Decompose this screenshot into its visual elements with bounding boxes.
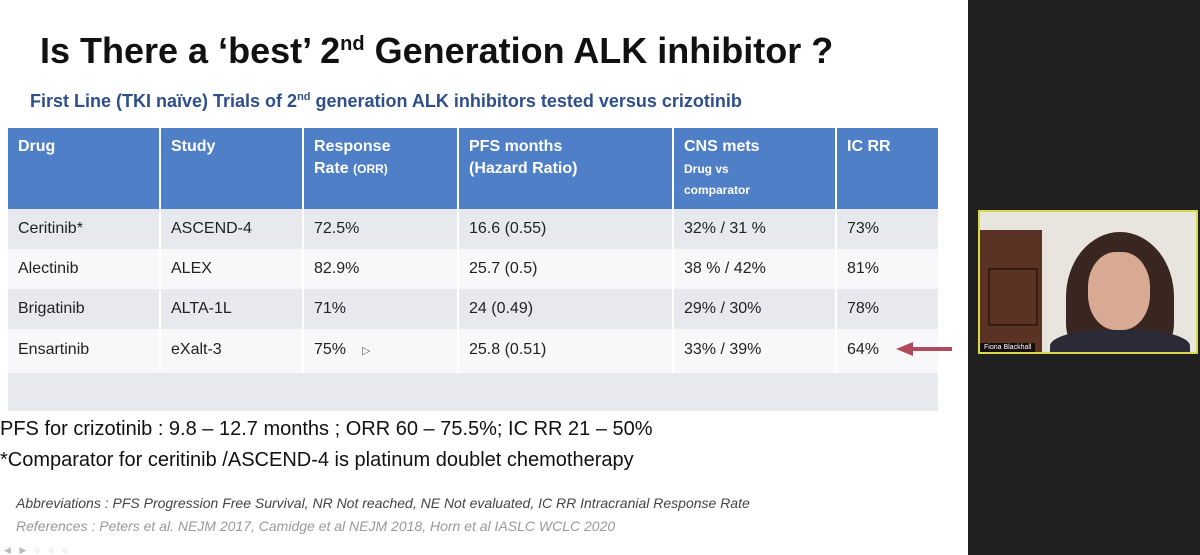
cell-study: eXalt-3 xyxy=(160,328,304,377)
cell-study: ALTA-1L xyxy=(160,288,304,329)
background-door xyxy=(980,230,1042,352)
table-row: Brigatinib ALTA-1L 71% 24 (0.49) 29% / 3… xyxy=(8,288,938,329)
comparator-note: *Comparator for ceritinib /ASCEND-4 is p… xyxy=(0,449,634,471)
slide-subtitle-text-rest: generation ALK inhibitors tested versus … xyxy=(310,91,742,111)
cell-icrr: 64% xyxy=(836,328,938,377)
header-drug: Drug xyxy=(8,128,161,209)
abbreviations-note: Abbreviations : PFS Progression Free Sur… xyxy=(16,495,750,511)
cell-pfs: 25.8 (0.51) xyxy=(458,328,674,377)
trials-table: Drug Study Response Rate (ORR) PFS months… xyxy=(8,128,938,377)
door-panel xyxy=(988,268,1038,326)
header-cns: CNS mets Drug vs comparator xyxy=(673,128,837,209)
cell-orr: 75% xyxy=(303,328,459,377)
cell-orr: 82.9% xyxy=(303,248,459,289)
cell-icrr: 78% xyxy=(836,288,938,329)
cell-cns: 33% / 39% xyxy=(673,328,837,377)
slide-subtitle-text: First Line (TKI naïve) Trials of 2 xyxy=(30,91,298,111)
header-drug-vs-label: Drug vs xyxy=(684,161,729,176)
cell-icrr: 73% xyxy=(836,208,938,249)
slide-subtitle: First Line (TKI naïve) Trials of 2nd gen… xyxy=(30,91,930,112)
cell-pfs: 24 (0.49) xyxy=(458,288,674,329)
header-response-label: Response xyxy=(314,138,391,155)
references-note: References : Peters et al. NEJM 2017, Ca… xyxy=(16,518,616,534)
slide-subtitle-superscript: nd xyxy=(297,91,311,103)
participant-name-label: Fiona Blackhall xyxy=(980,343,1036,352)
cell-drug: Alectinib xyxy=(8,248,161,289)
mouse-cursor-icon: ▷ xyxy=(362,345,371,357)
header-study: Study xyxy=(160,128,304,209)
header-hr-label: (Hazard Ratio) xyxy=(469,159,578,177)
slide-title: Is There a ‘best’ 2nd Generation ALK inh… xyxy=(40,30,940,72)
cell-cns: 38 % / 42% xyxy=(673,248,837,289)
header-rate-label: Rate xyxy=(314,159,349,177)
header-comparator-label: comparator xyxy=(684,183,751,198)
table-row: Ensartinib eXalt-3 75% 25.8 (0.51) 33% /… xyxy=(8,328,938,377)
header-response-rate: Response Rate (ORR) xyxy=(303,128,459,209)
cell-cns: 32% / 31 % xyxy=(673,208,837,249)
header-icrr: IC RR xyxy=(836,128,938,209)
cell-study: ALEX xyxy=(160,248,304,289)
slide-title-text: Is There a ‘best’ 2 xyxy=(40,30,341,71)
header-pfs-label: PFS months xyxy=(469,138,563,155)
participant-shoulders xyxy=(1050,330,1190,352)
table-header-row: Drug Study Response Rate (ORR) PFS months… xyxy=(8,128,938,209)
slide-title-text-rest: Generation ALK inhibitor ? xyxy=(364,30,834,71)
participant-video-tile[interactable]: Fiona Blackhall xyxy=(978,210,1198,354)
cell-pfs: 25.7 (0.5) xyxy=(458,248,674,289)
participant-face xyxy=(1088,252,1150,330)
cell-icrr: 81% xyxy=(836,248,938,289)
table-bottom-band xyxy=(8,373,938,411)
presentation-slide: Is There a ‘best’ 2nd Generation ALK inh… xyxy=(0,0,968,555)
cell-pfs: 16.6 (0.55) xyxy=(458,208,674,249)
cell-orr: 72.5% xyxy=(303,208,459,249)
cell-orr: 71% xyxy=(303,288,459,329)
cell-drug: Ensartinib xyxy=(8,328,161,377)
header-orr-label: (ORR) xyxy=(353,161,388,176)
left-arrow-icon xyxy=(896,342,952,356)
cell-drug: Brigatinib xyxy=(8,288,161,329)
cell-study: ASCEND-4 xyxy=(160,208,304,249)
slide-controls-icons[interactable]: ◀ ▶ ○ ○ ○ xyxy=(4,545,72,555)
header-pfs: PFS months (Hazard Ratio) xyxy=(458,128,674,209)
table-row: Alectinib ALEX 82.9% 25.7 (0.5) 38 % / 4… xyxy=(8,248,938,289)
header-cns-label: CNS mets xyxy=(684,138,760,155)
cell-cns: 29% / 30% xyxy=(673,288,837,329)
slide-title-superscript: nd xyxy=(340,33,365,55)
cell-drug: Ceritinib* xyxy=(8,208,161,249)
table-row: Ceritinib* ASCEND-4 72.5% 16.6 (0.55) 32… xyxy=(8,208,938,249)
crizotinib-note: PFS for crizotinib : 9.8 – 12.7 months ;… xyxy=(0,418,653,440)
